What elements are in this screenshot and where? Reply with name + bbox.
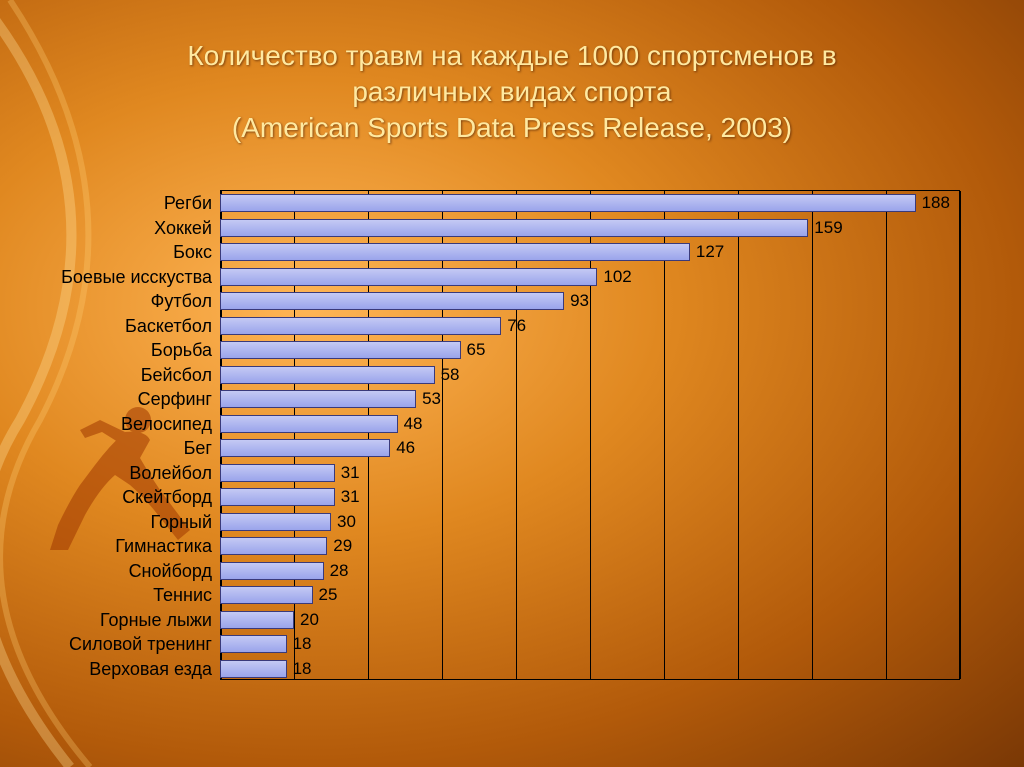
bar: [220, 194, 916, 212]
chart-row: Волейбол31: [220, 462, 959, 487]
injuries-chart: Регби188Хоккей159Бокс127Боевые исскуства…: [220, 190, 960, 680]
category-label: Скейтборд: [122, 486, 220, 508]
chart-row: Велосипед48: [220, 413, 959, 438]
chart-row: Гимнастика29: [220, 535, 959, 560]
category-label: Силовой тренинг: [69, 633, 220, 655]
value-label: 76: [501, 315, 526, 337]
value-label: 93: [564, 290, 589, 312]
chart-row: Силовой тренинг18: [220, 633, 959, 658]
bar: [220, 464, 335, 482]
value-label: 102: [597, 266, 631, 288]
value-label: 65: [461, 339, 486, 361]
title-line-1: Количество травм на каждые 1000 спортсме…: [60, 38, 964, 74]
bar: [220, 439, 390, 457]
bar: [220, 415, 398, 433]
value-label: 18: [287, 633, 312, 655]
chart-row: Серфинг53: [220, 388, 959, 413]
bar: [220, 488, 335, 506]
value-label: 46: [390, 437, 415, 459]
category-label: Борьба: [151, 339, 220, 361]
value-label: 28: [324, 560, 349, 582]
value-label: 31: [335, 486, 360, 508]
title-line-3: (American Sports Data Press Release, 200…: [60, 110, 964, 146]
value-label: 25: [313, 584, 338, 606]
value-label: 159: [808, 217, 842, 239]
chart-row: Теннис25: [220, 584, 959, 609]
chart-row: Баскетбол76: [220, 315, 959, 340]
gridline: [960, 191, 961, 679]
category-label: Верховая езда: [89, 658, 220, 680]
bar: [220, 219, 808, 237]
chart-row: Скейтборд31: [220, 486, 959, 511]
value-label: 20: [294, 609, 319, 631]
value-label: 127: [690, 241, 724, 263]
bar: [220, 635, 287, 653]
category-label: Волейбол: [129, 462, 220, 484]
category-label: Горный: [151, 511, 221, 533]
category-label: Боевые исскуства: [61, 266, 220, 288]
chart-row: Горный30: [220, 511, 959, 536]
category-label: Регби: [164, 192, 220, 214]
bar: [220, 562, 324, 580]
chart-row: Футбол93: [220, 290, 959, 315]
category-label: Хоккей: [154, 217, 220, 239]
value-label: 48: [398, 413, 423, 435]
chart-row: Боевые исскуства102: [220, 266, 959, 291]
category-label: Велосипед: [121, 413, 220, 435]
bar: [220, 341, 461, 359]
bar: [220, 390, 416, 408]
chart-row: Верховая езда18: [220, 658, 959, 683]
category-label: Бег: [184, 437, 220, 459]
chart-row: Бокс127: [220, 241, 959, 266]
chart-row: Горные лыжи20: [220, 609, 959, 634]
category-label: Бейсбол: [141, 364, 220, 386]
chart-row: Снойборд28: [220, 560, 959, 585]
value-label: 58: [435, 364, 460, 386]
chart-row: Хоккей159: [220, 217, 959, 242]
value-label: 53: [416, 388, 441, 410]
category-label: Теннис: [153, 584, 220, 606]
value-label: 31: [335, 462, 360, 484]
bar: [220, 537, 327, 555]
chart-row: Борьба65: [220, 339, 959, 364]
bar: [220, 513, 331, 531]
value-label: 29: [327, 535, 352, 557]
category-label: Гимнастика: [115, 535, 220, 557]
bar: [220, 243, 690, 261]
category-label: Баскетбол: [125, 315, 220, 337]
bar: [220, 611, 294, 629]
bar: [220, 660, 287, 678]
bar: [220, 366, 435, 384]
value-label: 188: [916, 192, 950, 214]
chart-plot-area: Регби188Хоккей159Бокс127Боевые исскуства…: [220, 190, 960, 680]
category-label: Снойборд: [129, 560, 220, 582]
chart-row: Бейсбол58: [220, 364, 959, 389]
chart-row: Регби188: [220, 192, 959, 217]
bar: [220, 317, 501, 335]
bar: [220, 268, 597, 286]
title-block: Количество травм на каждые 1000 спортсме…: [0, 0, 1024, 145]
bar: [220, 292, 564, 310]
title-line-2: различных видах спорта: [60, 74, 964, 110]
category-label: Футбол: [151, 290, 220, 312]
value-label: 30: [331, 511, 356, 533]
chart-row: Бег46: [220, 437, 959, 462]
bar: [220, 586, 313, 604]
category-label: Бокс: [173, 241, 220, 263]
category-label: Горные лыжи: [100, 609, 220, 631]
value-label: 18: [287, 658, 312, 680]
category-label: Серфинг: [138, 388, 220, 410]
